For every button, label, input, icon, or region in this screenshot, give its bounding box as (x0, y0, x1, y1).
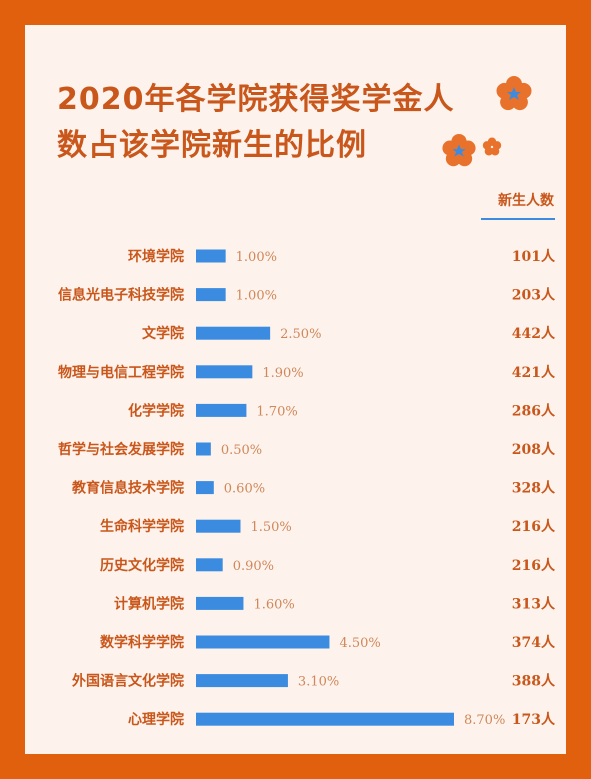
category-label: 物理与电信工程学院 (58, 364, 184, 381)
bar (196, 288, 226, 302)
freshmen-count: 328人 (512, 480, 556, 497)
value-label: 0.50% (221, 443, 262, 458)
value-label: 1.70% (256, 404, 297, 419)
freshmen-count: 388人 (512, 673, 556, 690)
freshmen-count: 203人 (512, 287, 556, 304)
value-label: 1.60% (253, 597, 294, 612)
category-label: 哲学与社会发展学院 (58, 441, 184, 458)
freshmen-count: 216人 (512, 518, 556, 535)
value-label: 8.70% (464, 713, 505, 728)
column-header-underline (481, 218, 555, 220)
value-label: 0.60% (224, 482, 265, 497)
category-label: 历史文化学院 (100, 557, 184, 574)
bar (196, 442, 211, 456)
bar (196, 365, 253, 379)
category-label: 外国语言文化学院 (72, 673, 184, 690)
value-label: 1.50% (250, 520, 291, 535)
category-label: 信息光电子科技学院 (58, 287, 184, 304)
freshmen-count: 216人 (512, 557, 556, 574)
value-label: 4.50% (339, 636, 380, 651)
value-label: 1.00% (236, 250, 277, 265)
small-flower-icon (482, 137, 502, 156)
bar (196, 519, 241, 533)
bar (196, 403, 247, 417)
category-label: 计算机学院 (114, 595, 184, 612)
freshmen-count: 286人 (512, 402, 556, 419)
flower-icon (496, 76, 532, 111)
category-label: 教育信息技术学院 (72, 480, 184, 497)
bar (196, 481, 214, 495)
freshmen-count: 374人 (512, 634, 556, 651)
category-label: 数学科学学院 (100, 634, 184, 651)
category-label: 化学学院 (128, 402, 184, 419)
freshmen-count: 442人 (512, 325, 556, 342)
bar (196, 596, 244, 610)
value-label: 1.90% (262, 366, 303, 381)
freshmen-count: 208人 (512, 441, 556, 458)
freshmen-count: 173人 (512, 711, 556, 728)
value-label: 1.00% (236, 289, 277, 304)
freshmen-count: 313人 (512, 595, 556, 612)
bar (196, 249, 226, 263)
category-label: 心理学院 (128, 711, 184, 728)
bar (196, 326, 271, 340)
value-label: 0.90% (233, 559, 274, 574)
freshmen-column-header: 新生人数 (498, 193, 554, 209)
freshmen-count: 101人 (512, 248, 556, 265)
category-label: 文学院 (142, 325, 184, 342)
bar (196, 635, 330, 649)
value-label: 2.50% (280, 327, 321, 342)
freshmen-count: 421人 (512, 364, 556, 381)
category-label: 环境学院 (128, 248, 184, 265)
bar (196, 712, 454, 726)
chart-title: 2020年各学院获得奖学金人数占该学院新生的比例 (57, 82, 455, 163)
category-label: 生命科学学院 (100, 518, 184, 535)
flower-icon (442, 133, 476, 167)
bar (196, 674, 288, 688)
bar (196, 558, 223, 572)
value-label: 3.10% (298, 675, 339, 690)
chart-card: 2020年各学院获得奖学金人数占该学院新生的比例 新生人数 环境学院 1.00% 1… (25, 25, 566, 754)
